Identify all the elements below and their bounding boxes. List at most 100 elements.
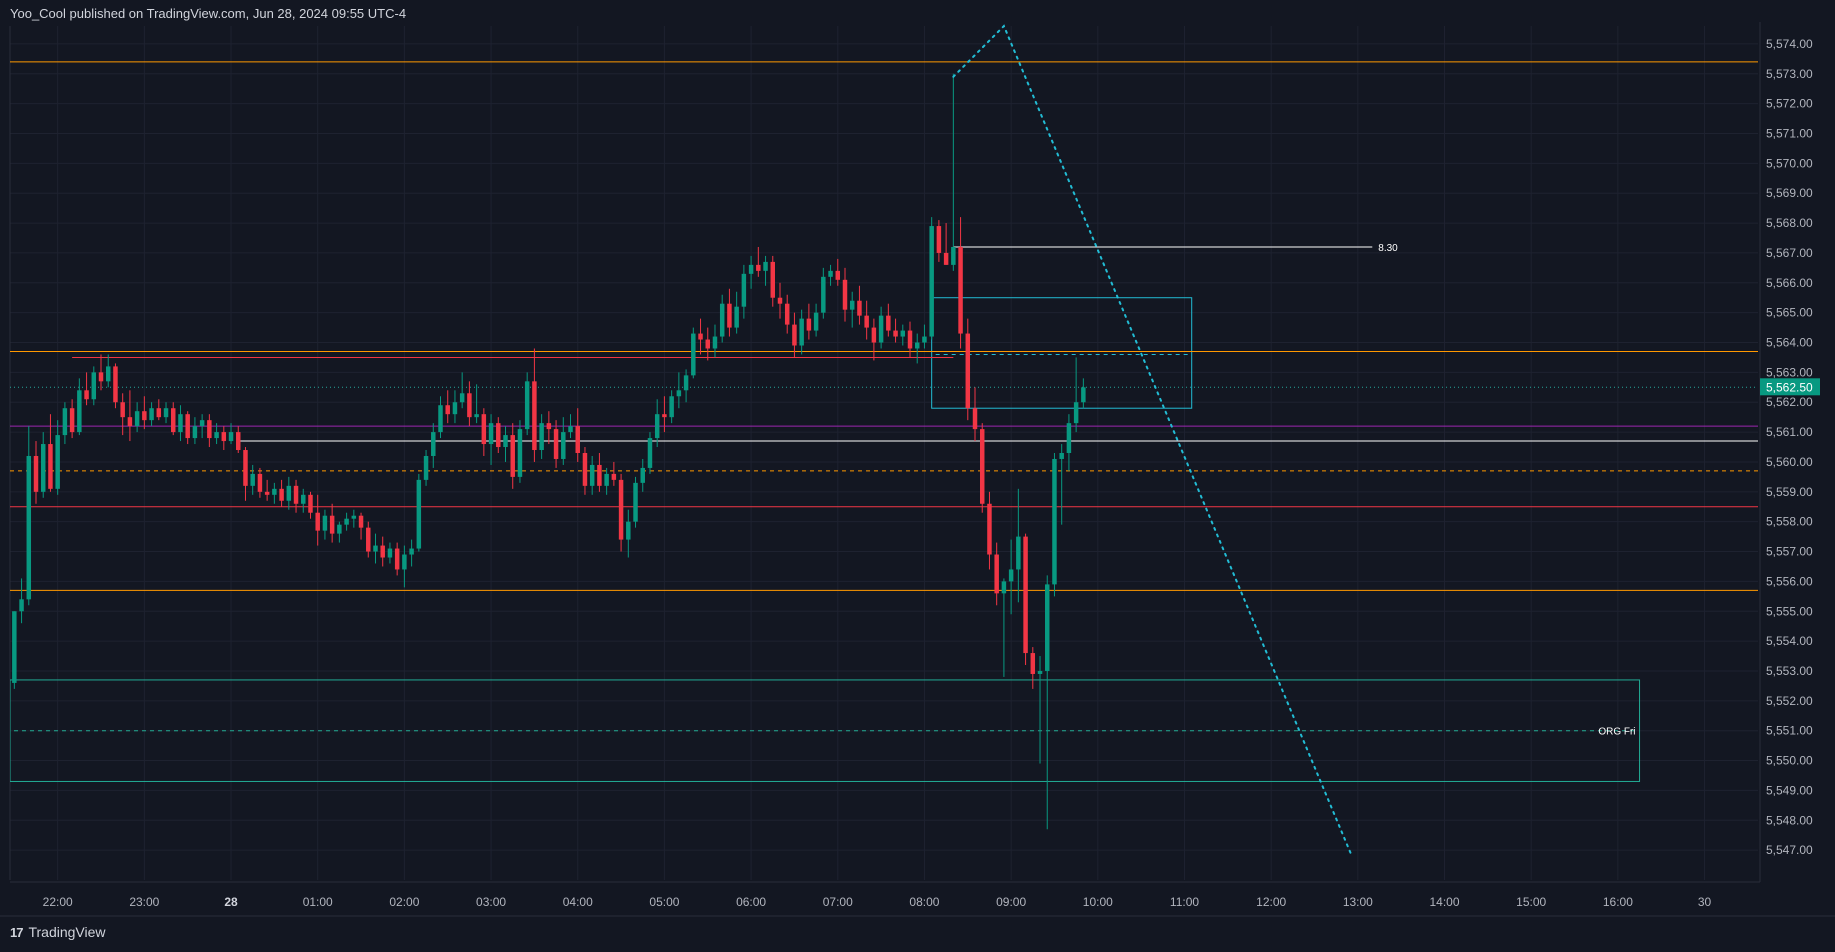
candle-body: [1045, 584, 1050, 671]
candle-body: [936, 226, 942, 253]
candle: [878, 306, 884, 349]
candle: [250, 464, 255, 495]
candle-body: [951, 246, 956, 265]
candle: [337, 521, 342, 543]
candle-body: [575, 426, 580, 453]
tradingview-logo[interactable]: 17 TradingView: [10, 924, 106, 940]
price-tick-label: 5,556.00: [1766, 574, 1813, 588]
candle-body: [315, 512, 320, 531]
candle-body: [647, 438, 653, 468]
candle-body: [979, 429, 985, 504]
candle-body: [438, 405, 443, 433]
candle: [604, 467, 609, 495]
candle-body: [12, 611, 17, 683]
candle: [431, 423, 436, 468]
candle-body: [849, 300, 855, 310]
candle-body: [488, 423, 494, 445]
candle-body: [163, 408, 169, 418]
price-tick-label: 5,565.00: [1766, 306, 1813, 320]
candle-body: [394, 548, 400, 570]
candle: [662, 396, 667, 433]
candle: [358, 512, 364, 540]
candle: [438, 396, 443, 439]
candle: [1016, 488, 1021, 603]
candle-body: [943, 252, 949, 265]
price-tick-label: 5,573.00: [1766, 67, 1813, 81]
candle-body: [474, 414, 479, 418]
candle-body: [691, 333, 696, 376]
time-tick-label: 03:00: [476, 895, 506, 909]
candle: [496, 417, 501, 453]
candle: [474, 384, 479, 424]
candle-body: [69, 408, 75, 433]
candle-body: [1059, 453, 1064, 459]
candle-body: [272, 488, 277, 495]
candle: [351, 509, 357, 528]
candle: [77, 378, 82, 436]
candle-body: [452, 402, 458, 415]
candle-body: [654, 414, 660, 439]
price-tick-label: 5,570.00: [1766, 156, 1813, 170]
price-tick-label: 5,568.00: [1766, 216, 1813, 230]
candle-body: [806, 318, 812, 331]
candle: [589, 455, 595, 495]
candle-body: [431, 432, 436, 456]
candle-body: [524, 381, 530, 430]
price-tick-label: 5,560.00: [1766, 455, 1813, 469]
candle-body: [756, 264, 761, 271]
candle-body: [1066, 423, 1072, 453]
price-tick-label: 5,558.00: [1766, 515, 1813, 529]
candle: [582, 447, 588, 495]
candle: [1059, 444, 1064, 525]
candle: [922, 324, 927, 349]
candle: [727, 288, 732, 337]
candle-body: [91, 372, 97, 400]
price-tick-label: 5,563.00: [1766, 365, 1813, 379]
candles: [12, 73, 1086, 830]
candle: [366, 521, 371, 558]
candle: [719, 294, 725, 343]
candle-body: [510, 435, 515, 477]
candle-body: [532, 381, 537, 451]
candle: [1073, 357, 1079, 433]
candle: [907, 321, 913, 358]
candle-body: [279, 488, 284, 501]
candle: [163, 402, 169, 424]
candle-body: [55, 435, 60, 489]
candle-body: [864, 315, 869, 328]
candle: [1001, 578, 1007, 677]
candle: [958, 217, 963, 349]
candle-body: [503, 435, 508, 448]
candle-body: [214, 432, 219, 439]
candle-body: [308, 494, 313, 513]
candle: [488, 414, 494, 465]
candle: [611, 461, 617, 486]
candle-body: [1001, 581, 1007, 594]
candle: [48, 414, 53, 492]
candle: [734, 291, 739, 334]
candle: [553, 420, 559, 468]
candle-body: [459, 393, 465, 403]
price-tick-label: 5,562.00: [1766, 395, 1813, 409]
candle-body: [84, 390, 89, 400]
candle: [1081, 378, 1086, 409]
candle: [1066, 414, 1072, 471]
candle: [914, 333, 920, 364]
candle: [626, 509, 631, 558]
candle: [748, 255, 754, 289]
candle: [127, 390, 133, 442]
candle: [293, 479, 299, 513]
candle-body: [1073, 402, 1079, 424]
candle: [142, 396, 147, 430]
candle: [669, 390, 674, 424]
candle: [517, 420, 523, 483]
candle-body: [763, 261, 768, 271]
candle-body: [467, 393, 472, 418]
price-tick-label: 5,552.00: [1766, 694, 1813, 708]
time-tick-label: 13:00: [1343, 895, 1373, 909]
candle-body: [611, 473, 617, 480]
candle: [308, 491, 313, 519]
candle-body: [842, 279, 848, 310]
candle: [633, 476, 638, 528]
